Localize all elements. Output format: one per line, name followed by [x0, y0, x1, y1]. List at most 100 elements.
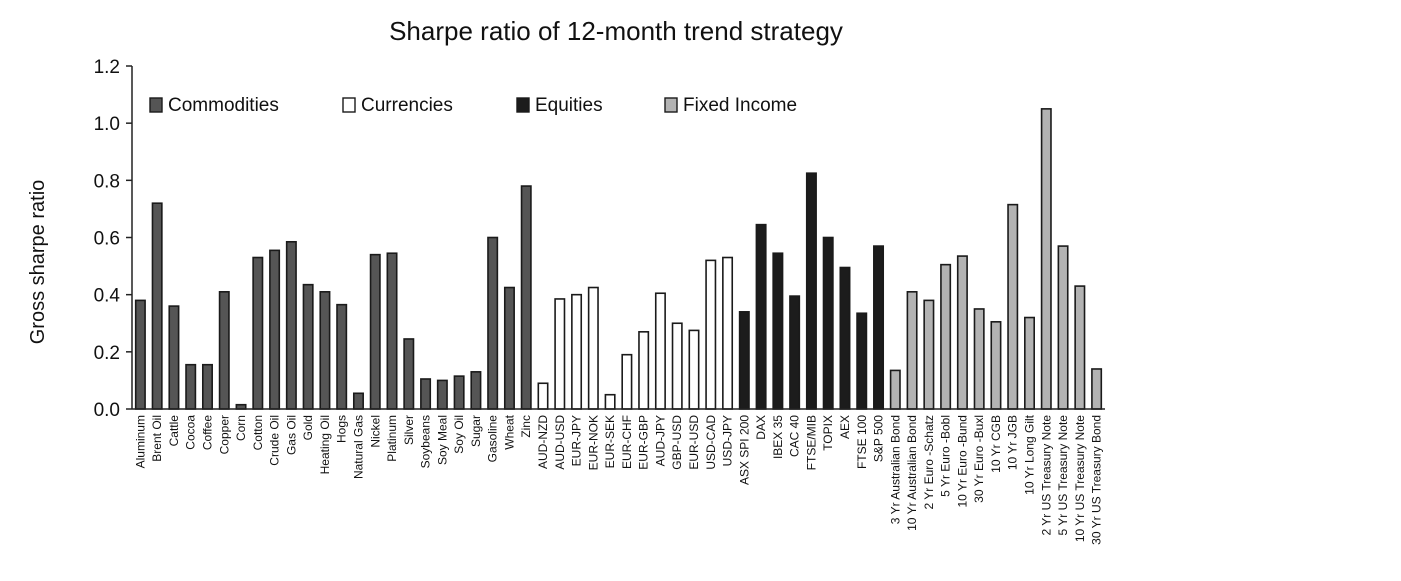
bar [705, 259, 717, 410]
bar [520, 185, 532, 410]
bar [185, 363, 197, 410]
x-tick-label: AUD-USD [553, 415, 567, 470]
y-tick-label: 0.0 [94, 400, 120, 421]
x-tick-label: 2 Yr US Treasury Note [1039, 415, 1053, 536]
x-tick-label: Cotton [251, 415, 265, 450]
x-tick-label: EUR-SEK [603, 415, 617, 468]
x-tick-label: Crude Oil [268, 415, 282, 466]
bar [722, 256, 734, 410]
x-tick-label: Soy Meal [435, 415, 449, 465]
bar [889, 369, 901, 410]
x-tick-label: Corn [234, 415, 248, 441]
x-tick-label: Natural Gas [351, 415, 365, 479]
x-tick-label: Soy Oil [452, 415, 466, 454]
x-tick-label: EUR-NOK [586, 415, 600, 470]
x-tick-label: Gas Oil [284, 415, 298, 455]
bar [805, 172, 817, 410]
legend-swatch [342, 97, 356, 113]
bar [134, 299, 146, 410]
bar [571, 293, 583, 410]
bar [688, 329, 700, 410]
bar [319, 291, 331, 410]
x-tick-label: 10 Yr Long Gilt [1023, 414, 1037, 494]
bar [269, 249, 281, 410]
y-tick-label: 0.4 [94, 286, 121, 307]
y-axis-label: Gross sharpe ratio [27, 180, 49, 345]
chart-title: Sharpe ratio of 12-month trend strategy [389, 16, 843, 46]
bar [1057, 245, 1069, 410]
x-tick-label: AUD-NZD [536, 415, 550, 469]
x-tick-label: EUR-USD [687, 415, 701, 470]
x-tick-label: AEX [838, 415, 852, 439]
x-tick-label: TOPIX [821, 415, 835, 451]
bar [285, 240, 297, 410]
bar [638, 331, 650, 410]
legend-label: Fixed Income [683, 95, 797, 116]
y-tick-label: 0.8 [94, 171, 120, 192]
x-tick-label: Brent Oil [150, 415, 164, 462]
bar [956, 255, 968, 410]
bar [973, 308, 985, 410]
legend-label: Commodities [168, 95, 279, 116]
x-tick-label: Zinc [519, 415, 533, 438]
bar [772, 252, 784, 410]
bars-group [134, 108, 1103, 410]
bar [873, 245, 885, 410]
x-tick-label: 10 Yr US Treasury Note [1073, 415, 1087, 542]
x-tick-label: CAC 40 [788, 415, 802, 457]
bar [738, 311, 750, 410]
bar [621, 353, 633, 410]
bar [470, 371, 482, 410]
x-tick-label: Platinum [385, 415, 399, 462]
bar [671, 322, 683, 410]
x-tick-label: ASX SPI 200 [737, 415, 751, 485]
bar [537, 382, 549, 410]
bar [252, 256, 264, 410]
bar [1024, 316, 1036, 410]
bar [1091, 368, 1103, 410]
bar [587, 286, 599, 410]
x-tick-label: 10 Yr Australian Bond [905, 415, 919, 531]
x-tick-label: Copper [217, 415, 231, 454]
bar [990, 321, 1002, 410]
bar [604, 393, 616, 410]
x-tick-label: Gold [301, 415, 315, 440]
x-tick-label: EUR-JPY [570, 415, 584, 466]
x-tick-label: 10 Yr JGB [1006, 415, 1020, 470]
bar [822, 236, 834, 410]
x-tick-label: FTSE/MIB [804, 415, 818, 470]
bar [369, 253, 381, 410]
bar [336, 303, 348, 410]
x-tick-label: EUR-CHF [620, 415, 634, 469]
x-tick-label: EUR-GBP [637, 415, 651, 470]
y-tick-label: 1.2 [94, 57, 120, 78]
bar [151, 202, 163, 410]
x-tick-label: 5 Yr Euro -Bobl [939, 415, 953, 497]
x-axis: Aluminum Brent Oil Cattle Cocoa Coffee Copper… [132, 408, 1105, 545]
bar [453, 375, 465, 410]
x-tick-label: Coffee [200, 415, 214, 450]
bar [302, 283, 314, 410]
x-tick-label: Nickel [368, 415, 382, 448]
bar [789, 295, 801, 410]
y-tick-label: 0.2 [94, 343, 120, 364]
y-tick-label: 0.6 [94, 229, 120, 250]
bar [1040, 108, 1052, 410]
bar [923, 299, 935, 410]
x-tick-label: Wheat [502, 414, 516, 449]
bar [839, 266, 851, 410]
x-tick-label: 10 Yr CGB [989, 415, 1003, 473]
x-tick-label: 30 Yr US Treasury Bond [1090, 415, 1104, 545]
bar [755, 223, 767, 410]
bar [1074, 285, 1086, 410]
bar [352, 392, 364, 410]
bar [940, 263, 952, 410]
x-tick-label: IBEX 35 [771, 415, 785, 459]
bar [503, 286, 515, 410]
legend-label: Currencies [361, 95, 453, 116]
x-tick-label: Soybeans [419, 415, 433, 468]
x-tick-label: Heating Oil [318, 415, 332, 474]
x-tick-label: Sugar [469, 415, 483, 447]
x-tick-label: GBP-USD [670, 415, 684, 470]
